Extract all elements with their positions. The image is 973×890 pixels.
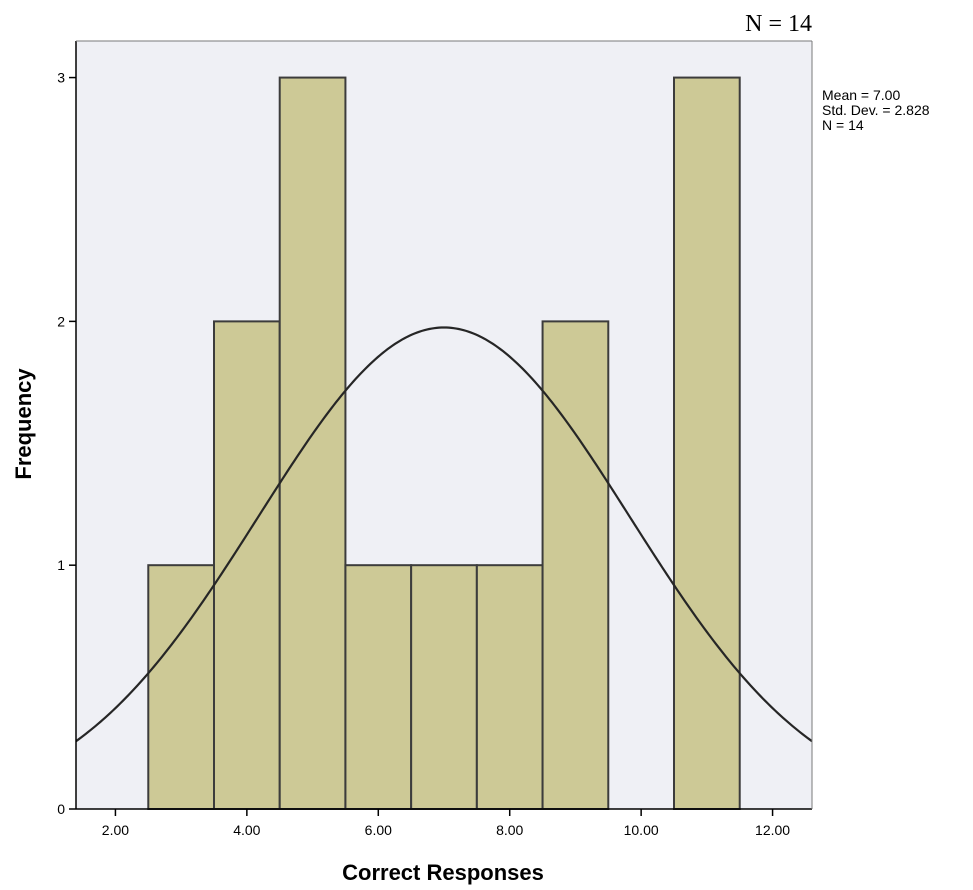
y-tick-label: 0 bbox=[57, 801, 65, 817]
stats-box: Mean = 7.00 Std. Dev. = 2.828 N = 14 bbox=[822, 87, 930, 133]
x-tick-label: 12.00 bbox=[755, 822, 790, 838]
top-n-label: N = 14 bbox=[745, 11, 812, 37]
histogram-bar bbox=[410, 564, 478, 811]
y-tick-label: 1 bbox=[57, 557, 65, 573]
histogram-bar bbox=[475, 564, 544, 811]
y-tick-label: 2 bbox=[57, 313, 65, 329]
x-tick-label: 4.00 bbox=[233, 822, 260, 838]
x-tick-label: 8.00 bbox=[496, 822, 523, 838]
stats-mean: Mean = 7.00 bbox=[822, 87, 900, 103]
stats-n: N = 14 bbox=[822, 117, 864, 133]
histogram-bar bbox=[278, 76, 347, 811]
histogram-bar bbox=[213, 320, 281, 810]
x-tick-label: 6.00 bbox=[365, 822, 392, 838]
axes: 0 1 2 3 2.00 4.00 6.00 8.00 10.00 12.00 bbox=[57, 40, 813, 838]
y-tick-label: 3 bbox=[57, 70, 65, 86]
histogram-bars bbox=[147, 76, 741, 811]
histogram-bar bbox=[673, 76, 741, 811]
normal-curve bbox=[75, 326, 813, 743]
stats-std-dev: Std. Dev. = 2.828 bbox=[822, 102, 930, 118]
histogram-bar bbox=[147, 564, 216, 811]
y-axis-title: Frequency bbox=[11, 368, 36, 480]
x-tick-label: 10.00 bbox=[624, 822, 659, 838]
histogram-bar bbox=[344, 564, 413, 811]
histogram-bar bbox=[541, 320, 610, 810]
x-tick-label: 2.00 bbox=[102, 822, 129, 838]
x-axis-title: Correct Responses bbox=[342, 860, 544, 885]
